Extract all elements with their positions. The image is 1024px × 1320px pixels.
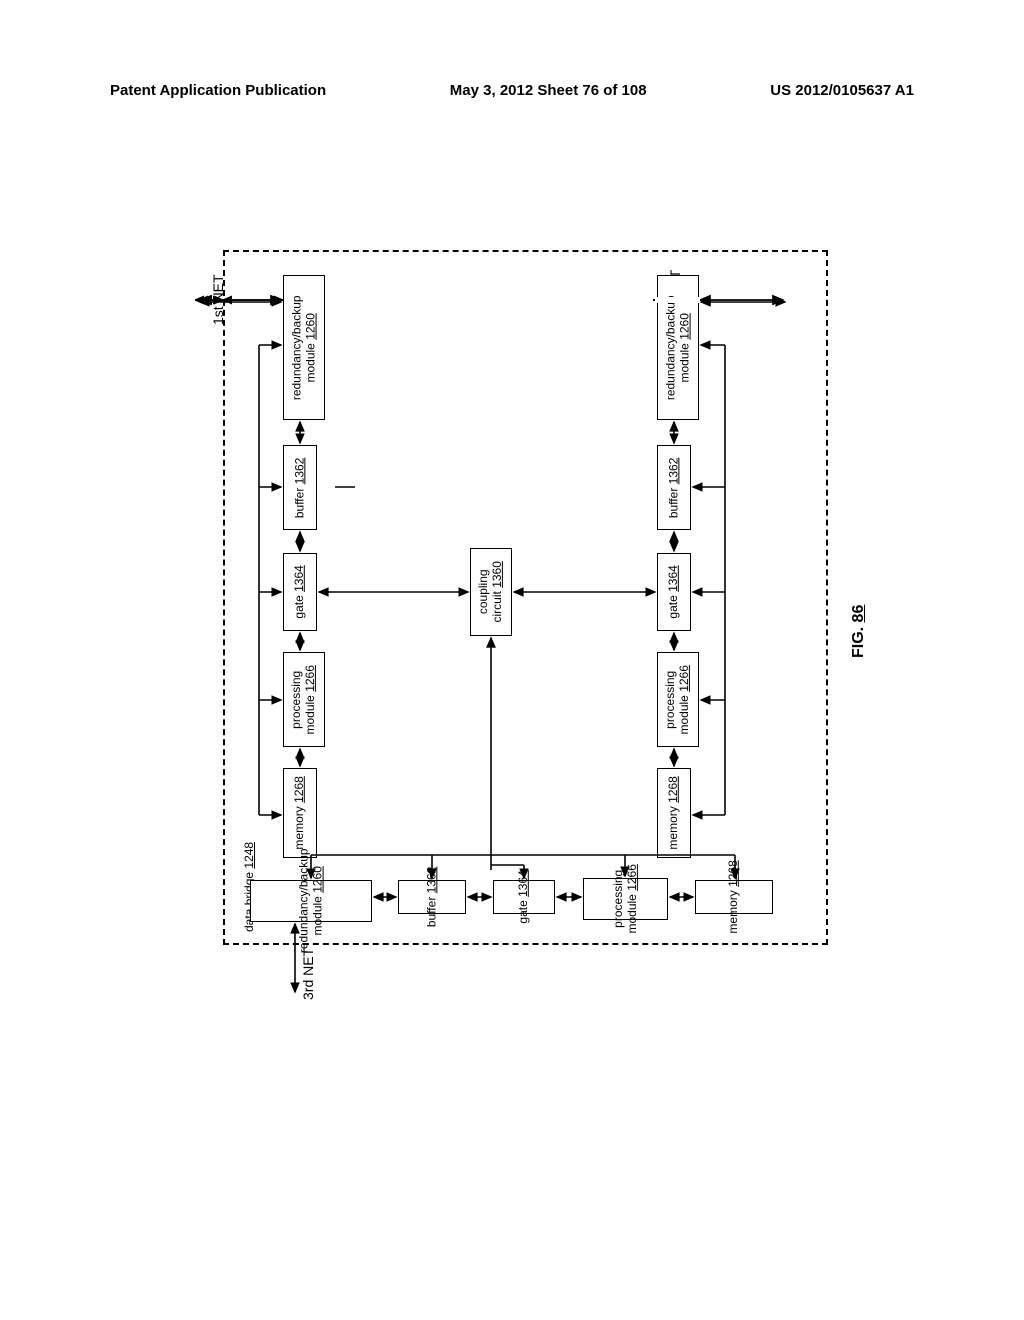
block-ref: 1360 [490, 561, 504, 588]
block-label: redundancy/backupmodule [663, 295, 691, 400]
block-label: memory [726, 890, 740, 933]
block-ref: 1364 [666, 565, 680, 592]
redundancy-module-1: redundancy/backupmodule 1260 [283, 275, 325, 420]
memory-2: memory 1268 [657, 768, 691, 858]
block-ref: 1260 [677, 313, 691, 340]
block-ref: 1364 [292, 565, 306, 592]
header-center: May 3, 2012 Sheet 76 of 108 [450, 82, 647, 99]
memory-1: memory 1268 [283, 768, 317, 858]
data-bridge-ref: 1248 [242, 842, 256, 869]
block-ref: 1260 [310, 866, 324, 893]
third-net-label: 3rd NET [300, 948, 316, 1000]
redundancy-module-3: redundancy/backupmodule 1260 [250, 880, 372, 922]
memory-3: memory 1268 [695, 880, 773, 914]
block-label: memory [666, 806, 680, 849]
buffer-1: buffer 1362 [283, 445, 317, 530]
gate-2: gate 1364 [657, 553, 691, 631]
block-ref: 1362 [292, 457, 306, 484]
block-label: buffer [292, 487, 306, 517]
fig-prefix-txt: FIG. [850, 622, 867, 658]
header-left: Patent Application Publication [110, 82, 326, 99]
figure-diagram: 1st NET 2nd NET 3rd NET FIG. 86 data bri… [195, 250, 830, 1020]
block-label: gate [292, 595, 306, 618]
block-label: buffer [424, 897, 438, 927]
block-ref: 1362 [424, 867, 438, 894]
processing-2: processingmodule 1266 [657, 652, 699, 747]
block-ref: 1268 [666, 776, 680, 803]
redundancy-module-2: redundancy/backupmodule 1260 [657, 275, 699, 420]
gate-1: gate 1364 [283, 553, 317, 631]
first-net-label: 1st NET [210, 274, 226, 325]
block-ref: 1260 [303, 313, 317, 340]
block-ref: 1364 [516, 870, 530, 897]
block-label: buffer [666, 487, 680, 517]
block-label: redundancy/backupmodule [289, 295, 317, 400]
block-ref: 1266 [677, 665, 691, 692]
buffer-3: buffer 1362 [398, 880, 466, 914]
gate-3: gate 1364 [493, 880, 555, 914]
block-label: redundancy/backupmodule [296, 849, 324, 954]
header-right: US 2012/0105637 A1 [770, 82, 914, 99]
block-ref: 1266 [303, 665, 317, 692]
block-label: memory [292, 806, 306, 849]
figure-label: FIG. 86 [850, 605, 868, 658]
block-label: gate [666, 595, 680, 618]
block-ref: 1268 [726, 860, 740, 887]
buffer-2: buffer 1362 [657, 445, 691, 530]
processing-3: processingmodule 1266 [583, 878, 668, 920]
block-ref: 1268 [292, 776, 306, 803]
coupling-circuit: couplingcircuit 1360 [470, 548, 512, 636]
fig-num: 86 [850, 605, 867, 623]
block-ref: 1266 [625, 864, 639, 891]
processing-1: processingmodule 1266 [283, 652, 325, 747]
page-header: Patent Application Publication May 3, 20… [0, 82, 1024, 99]
block-label: gate [516, 900, 530, 923]
block-ref: 1362 [666, 457, 680, 484]
